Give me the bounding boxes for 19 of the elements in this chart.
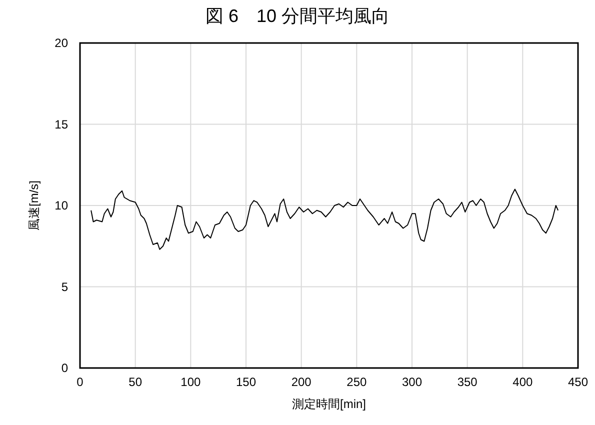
x-tick-label: 50 [128, 375, 142, 389]
x-tick-label: 150 [236, 375, 256, 389]
line-series [90, 188, 559, 250]
x-tick-label: 300 [402, 375, 422, 389]
y-tick-label: 10 [54, 198, 68, 212]
x-tick-label: 450 [568, 375, 588, 389]
x-tick-label: 250 [346, 375, 367, 389]
y-tick-label: 15 [54, 117, 68, 132]
x-tick-label: 0 [76, 375, 84, 389]
x-axis-title: 測定時間[min] [292, 397, 366, 411]
x-tick-label: 200 [291, 375, 312, 389]
x-tick-label: 400 [512, 375, 533, 389]
y-tick-label: 0 [61, 361, 68, 375]
y-tick-label: 20 [54, 36, 68, 50]
y-axis-title: 風速[m/s] [27, 180, 41, 230]
x-tick-label: 350 [457, 375, 478, 389]
x-tick-label: 100 [180, 375, 201, 389]
chart-title: 図 6 10 分間平均風向 [205, 6, 390, 26]
y-tick-label: 5 [61, 280, 68, 294]
